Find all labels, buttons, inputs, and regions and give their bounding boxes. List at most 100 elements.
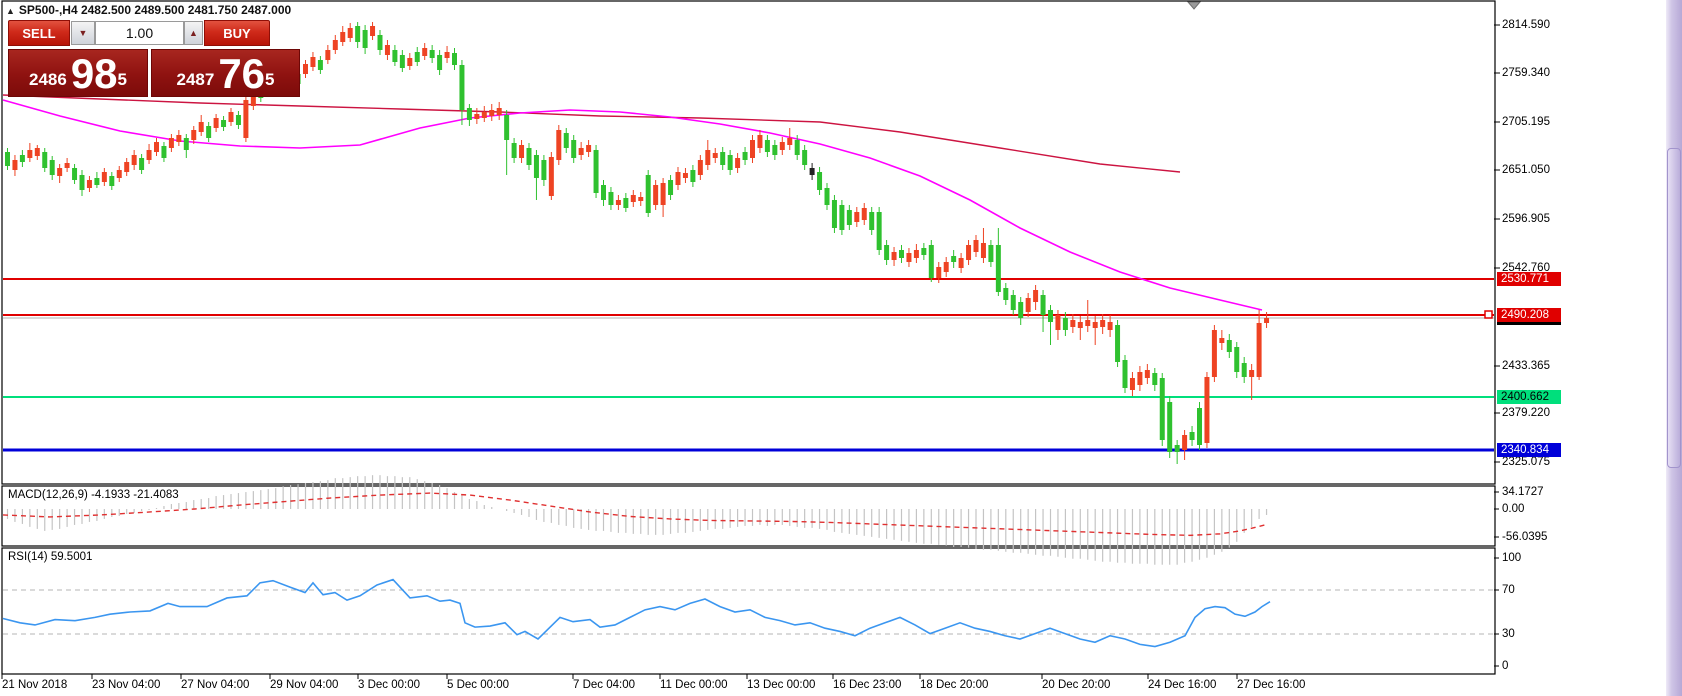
candle-body [310,57,316,67]
time-tick-label: 16 Dec 23:00 [833,679,902,691]
candle-body [5,152,10,166]
macd-panel-frame [1,485,1496,547]
sell-button[interactable]: SELL [8,20,70,46]
time-tick-label: 5 Dec 00:00 [447,679,510,691]
candle-body [12,160,18,170]
time-tick-label: 11 Dec 00:00 [660,679,728,691]
macd-axis-label: -56.0395 [1502,531,1548,543]
candle-body [846,210,852,225]
candle-body [697,160,703,175]
candle-body [563,133,569,148]
volume-increase-button[interactable]: ▲ [184,21,203,45]
candle-body [1077,322,1083,328]
candle-body [690,170,696,182]
candle-body [928,245,934,278]
candle-body [958,258,964,268]
buy-button[interactable]: BUY [204,20,270,46]
candle-body [556,130,562,160]
candle-body [1241,363,1247,377]
volume-decrease-button[interactable]: ▼ [71,21,95,45]
candle-body [57,168,63,176]
candle-body [891,252,897,260]
candle-body [1226,340,1232,352]
candle-body [1167,402,1173,452]
candle-body [19,155,25,162]
candle-body [504,115,510,140]
candle-body [764,140,770,152]
candle-body [154,142,159,152]
candle-body [444,52,450,58]
candle-body [1033,290,1039,302]
candle-body [608,192,614,205]
candle-body [496,108,502,115]
time-tick-label: 23 Nov 04:00 [92,679,161,691]
candle-body [1107,322,1113,330]
candle-body [452,53,457,65]
candle-body [936,267,942,278]
candle-body [362,30,368,48]
candle-body [1092,322,1098,328]
buy-price-quote[interactable]: 2487 76 5 [151,49,300,97]
candle-body [809,168,815,175]
price-line-badge: 2490.208 [1497,308,1561,322]
candle-body [347,28,353,38]
candle-body [206,126,212,138]
candle-body [1234,347,1240,372]
candle-body [1219,338,1225,343]
candle-body [682,173,688,178]
candle-body [466,108,472,120]
time-tick-label: 29 Nov 04:00 [270,679,339,691]
price-line-badge: 2340.834 [1497,443,1561,457]
rsi-axis-label: 100 [1502,552,1522,564]
bid-price-fraction: 5 [117,70,127,89]
candle-body [228,112,234,122]
candle-body [429,50,435,58]
candle-body [615,200,621,205]
candle-body [593,150,599,193]
candle-body [198,122,204,132]
candle-body [1152,373,1158,385]
candle-body [906,253,912,262]
candle-body [1055,315,1061,330]
candle-body [146,150,152,160]
vertical-scrollbar[interactable] [1666,0,1682,696]
candle-body [131,155,137,165]
candle-body [988,245,994,262]
candle-body [526,148,532,165]
candle-body [995,245,1001,292]
candle-body [824,188,830,205]
candle-body [27,150,33,158]
candle-body [1070,320,1076,327]
candle-body [116,170,122,178]
candle-body [109,176,115,186]
macd-axis-label: 0.00 [1502,503,1525,515]
sell-price-quote[interactable]: 2486 98 5 [8,49,148,97]
candle-body [49,160,55,175]
candle-body [586,145,592,152]
candle-body [601,185,606,200]
candle-body [817,172,823,190]
candle-body [459,65,465,110]
candle-body [757,135,763,148]
candle-body [548,157,554,196]
bid-price-points: 98 [70,49,118,97]
candle-body [183,138,189,150]
time-tick-label: 18 Dec 20:00 [920,679,989,691]
candle-body [1085,320,1091,326]
candle-body [221,120,227,127]
candle-body [511,143,517,158]
time-tick-label: 3 Dec 00:00 [358,679,421,691]
ask-price-integer: 2487 [176,70,215,89]
candle-body [854,212,860,222]
candle-body [1211,330,1217,377]
scrollbar-thumb[interactable] [1667,148,1681,468]
candle-body [86,180,92,188]
macd-signal-line [2,492,1266,537]
volume-input[interactable] [95,21,184,45]
candle-body [384,45,390,55]
candle-body [973,240,979,252]
candle-body [869,212,875,230]
